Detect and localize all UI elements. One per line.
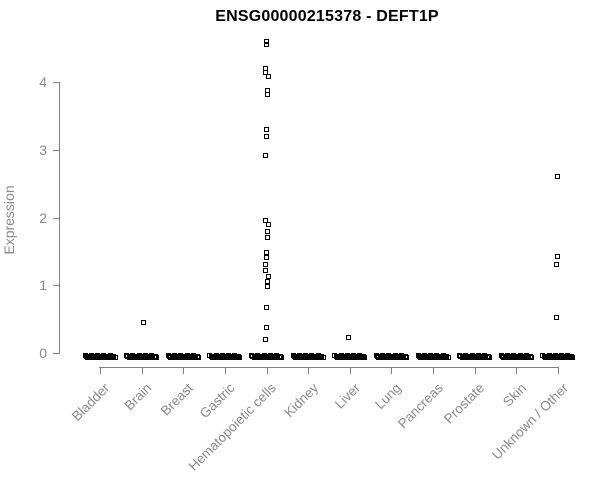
data-point: [263, 254, 269, 260]
data-point: [263, 324, 269, 330]
x-tick: [391, 367, 392, 374]
y-tick: [53, 285, 59, 286]
zero-cluster-point: [195, 354, 201, 360]
zero-cluster-point: [154, 354, 160, 360]
zero-cluster-point: [320, 354, 326, 360]
x-tick: [558, 367, 559, 374]
data-point: [553, 314, 559, 320]
data-point: [140, 320, 146, 325]
data-point: [264, 284, 270, 290]
x-category-label: Skin: [500, 380, 530, 410]
x-category-label: Liver: [331, 380, 363, 412]
y-tick-label: 3: [39, 142, 47, 158]
zero-cluster-point: [236, 353, 242, 359]
zero-cluster-point: [152, 353, 158, 359]
data-point: [263, 42, 269, 48]
data-point: [263, 152, 269, 158]
data-point: [264, 92, 270, 98]
x-tick: [142, 367, 143, 374]
zero-cluster-point: [487, 354, 493, 360]
x-tick: [267, 367, 268, 374]
zero-cluster-point: [402, 353, 408, 359]
data-point: [263, 336, 269, 342]
zero-cluster-point: [485, 353, 491, 359]
x-axis-line: [99, 367, 559, 368]
zero-cluster-point: [194, 353, 200, 359]
data-point: [265, 74, 271, 80]
x-tick: [225, 367, 226, 374]
zero-cluster-point: [528, 354, 534, 360]
data-point: [555, 174, 561, 180]
data-point: [264, 305, 270, 311]
zero-cluster-point: [445, 354, 451, 360]
zero-cluster-point: [112, 354, 118, 360]
x-category-label: Unknown / Other: [488, 380, 571, 463]
x-tick: [100, 367, 101, 374]
zero-cluster-point: [319, 353, 325, 359]
y-tick: [53, 218, 59, 219]
x-category-label: Kidney: [281, 380, 322, 421]
data-point: [263, 261, 269, 267]
zero-cluster-point: [111, 353, 117, 359]
zero-cluster-point: [527, 353, 533, 359]
y-axis-line: [59, 82, 60, 354]
y-tick: [53, 353, 59, 354]
data-point: [264, 38, 270, 44]
x-category-label: Brain: [121, 380, 155, 414]
x-tick: [475, 367, 476, 374]
y-tick-label: 4: [39, 74, 47, 90]
x-tick: [183, 367, 184, 374]
zero-cluster-point: [570, 354, 576, 360]
x-category-label: Prostate: [441, 380, 488, 427]
y-tick-label: 0: [39, 345, 47, 361]
data-point: [346, 334, 352, 340]
y-tick-label: 2: [39, 210, 47, 226]
x-category-label: Lung: [372, 380, 405, 413]
data-point: [264, 249, 270, 255]
zero-cluster-point: [362, 354, 368, 360]
data-point: [554, 254, 560, 260]
data-point: [265, 222, 271, 228]
zero-cluster-point: [444, 353, 450, 359]
zero-cluster-point: [403, 354, 409, 360]
y-tick: [53, 82, 59, 83]
zero-cluster-point: [279, 354, 285, 360]
x-tick: [516, 367, 517, 374]
y-tick: [53, 150, 59, 151]
y-axis-label: Expression: [1, 185, 17, 255]
data-point: [265, 228, 271, 234]
data-point: [265, 273, 271, 279]
zero-cluster-point: [361, 353, 367, 359]
zero-cluster-point: [277, 353, 283, 359]
data-point: [264, 126, 270, 132]
data-point: [262, 70, 268, 75]
data-point: [262, 267, 268, 273]
zero-cluster-point: [569, 353, 575, 359]
x-category-label: Bladder: [69, 380, 113, 424]
data-point: [263, 133, 269, 139]
data-point: [554, 262, 560, 268]
x-tick: [350, 367, 351, 374]
data-point: [265, 279, 271, 285]
x-tick: [308, 367, 309, 374]
data-point: [265, 87, 271, 93]
x-category-label: Pancreas: [395, 380, 446, 432]
data-point: [264, 234, 270, 240]
data-point: [262, 218, 268, 224]
x-tick: [433, 367, 434, 374]
zero-cluster-point: [237, 354, 243, 360]
chart-title: ENSG00000215378 - DEFT1P: [215, 8, 439, 25]
x-category-label: Breast: [157, 380, 197, 419]
y-tick-label: 1: [39, 277, 47, 293]
